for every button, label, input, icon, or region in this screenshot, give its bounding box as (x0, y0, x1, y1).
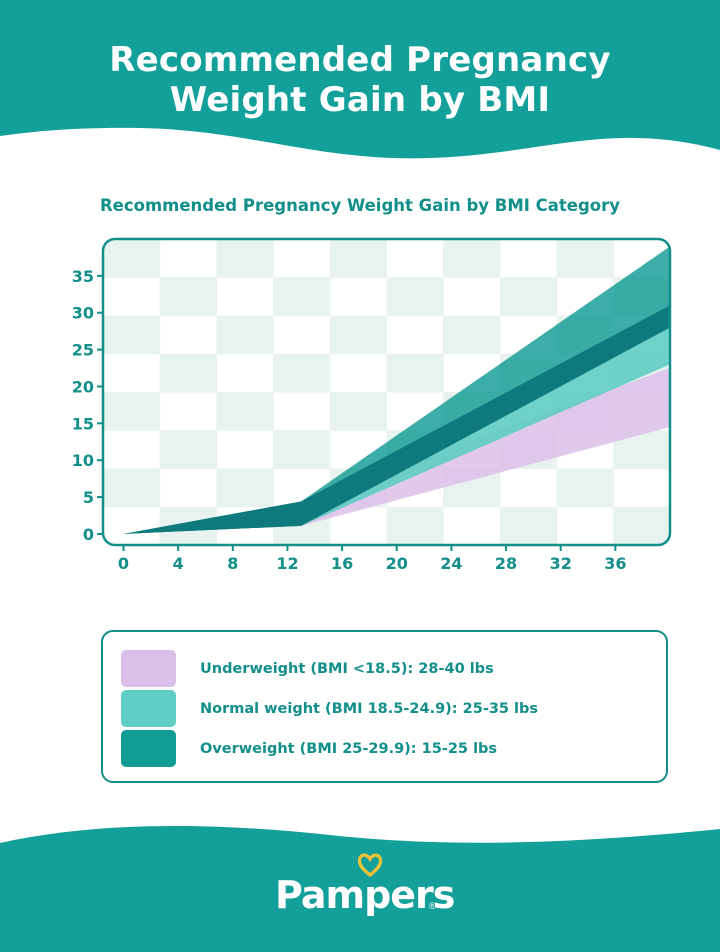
grid-cell (216, 392, 274, 431)
grid-cell (499, 506, 558, 545)
grid-cell (386, 277, 444, 316)
legend-item-overweight: Overweight (BMI 25-29.9): 15-25 lbs (121, 730, 497, 767)
legend-item-normal: Normal weight (BMI 18.5-24.9): 25-35 lbs (121, 690, 538, 727)
x-tick-label: 24 (440, 554, 462, 573)
x-tick-label: 8 (227, 554, 238, 573)
grid-cell (103, 239, 161, 278)
y-tick-label: 5 (83, 488, 94, 507)
grid-cell (273, 353, 331, 393)
y-tick-label: 10 (72, 451, 94, 470)
x-tick-label: 12 (276, 554, 298, 573)
grid-cell (386, 506, 444, 545)
page-title-line1: Recommended Pregnancy (109, 40, 611, 80)
grid-cell (159, 430, 217, 469)
grid-cell (386, 353, 444, 393)
grid-cell (216, 468, 274, 508)
y-tick-label: 35 (72, 267, 94, 286)
plot-frame (101, 237, 672, 547)
y-tick-label: 15 (72, 414, 94, 433)
legend-item-underweight: Underweight (BMI <18.5): 28-40 lbs (121, 650, 494, 687)
grid-cell (273, 277, 331, 316)
y-tick-label: 25 (72, 341, 94, 360)
x-tick-label: 4 (173, 554, 184, 573)
header-wave (0, 0, 720, 159)
legend-label-underweight: Underweight (BMI <18.5): 28-40 lbs (200, 660, 494, 677)
x-tick-label: 16 (331, 554, 353, 573)
grid-cell (159, 353, 217, 393)
band-underweight (123, 368, 670, 534)
y-tick-label: 0 (83, 525, 94, 544)
header-banner: Recommended Pregnancy Weight Gain by BMI (0, 0, 720, 170)
trademark-symbol: ® (429, 901, 436, 911)
grid-cell (273, 430, 331, 469)
grid-cell (103, 468, 161, 508)
x-tick-label: 36 (604, 554, 626, 573)
grid-cell (216, 239, 274, 278)
legend-swatch-overweight (121, 730, 176, 767)
x-tick-label: 20 (386, 554, 408, 573)
grid-cell (443, 239, 501, 278)
brand-wordmark: Pampers (275, 873, 455, 917)
grid-cell (216, 315, 274, 355)
grid-cell (103, 392, 161, 431)
grid-cell (159, 277, 217, 316)
heart-icon (357, 853, 383, 877)
x-tick-label: 32 (550, 554, 572, 573)
legend-swatch-normal (121, 690, 176, 727)
footer-wave (0, 825, 720, 952)
legend-swatch-underweight (121, 650, 176, 687)
legend-label-normal: Normal weight (BMI 18.5-24.9): 25-35 lbs (200, 700, 539, 717)
grid-cell (556, 468, 614, 508)
grid-cell (329, 315, 387, 355)
grid-cell (103, 315, 161, 355)
weight-gain-chart: 0 5 10 15 20 25 30 35 0 4 8 12 16 20 24 28 32 36 (72, 237, 672, 573)
grid-cell (613, 506, 670, 545)
legend-label-overweight: Overweight (BMI 25-29.9): 15-25 lbs (200, 740, 498, 757)
footer-banner (0, 815, 720, 952)
x-tick-label: 28 (495, 554, 517, 573)
grid-cell (556, 239, 614, 278)
chart-title: Recommended Pregnancy Weight Gain by BMI… (99, 196, 621, 215)
x-tick-label: 0 (118, 554, 129, 573)
grid-cell (499, 277, 558, 316)
grid-cell (329, 239, 387, 278)
y-tick-label: 30 (72, 304, 94, 323)
page-title: Recommended Pregnancy Weight Gain by BMI (0, 40, 720, 120)
page-title-line2: Weight Gain by BMI (169, 80, 551, 120)
pampers-logo: Pampers ® (275, 853, 455, 933)
grid-cell (329, 392, 387, 431)
legend: Underweight (BMI <18.5): 28-40 lbs Norma… (101, 630, 668, 783)
grid-cell (443, 315, 501, 355)
y-tick-label: 20 (72, 377, 94, 396)
